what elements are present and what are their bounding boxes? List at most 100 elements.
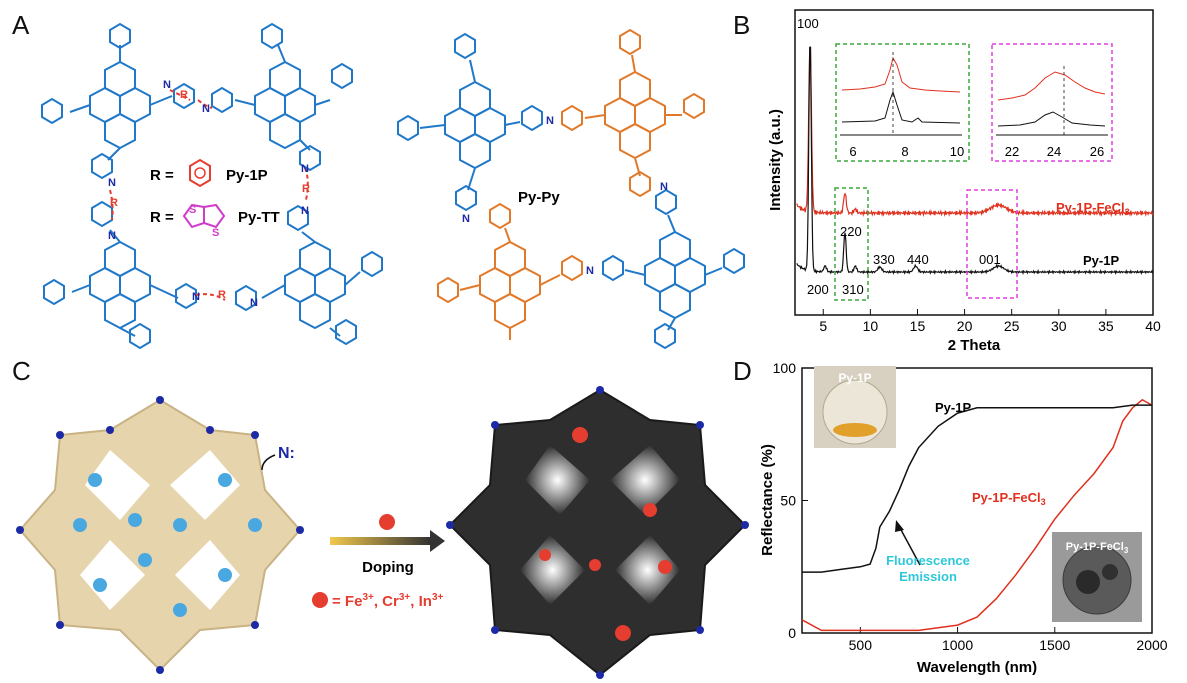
inset-box-magenta xyxy=(991,43,1113,162)
fluorescence-label-line2: Emission xyxy=(899,569,957,584)
y-tick-label: 0 xyxy=(788,625,796,641)
y-tick-label: 50 xyxy=(780,493,796,509)
n-atom: N xyxy=(192,291,200,303)
n-atom: N xyxy=(586,265,594,277)
x-tick-label: 5 xyxy=(819,318,827,334)
peak-label-310: 310 xyxy=(842,282,864,297)
photo-label-py-1p-fecl3: Py-1P-FeCl3 xyxy=(1066,541,1129,555)
pyrene-node-blue-top xyxy=(397,32,543,212)
pyrene-node-bottom-right xyxy=(235,204,383,346)
fluorescence-arrow-head xyxy=(895,520,904,532)
inset-magenta-tick-24: 24 xyxy=(1047,144,1061,159)
panel-label-d: D xyxy=(733,356,752,386)
x-axis-ticks: 5 10 15 20 25 30 35 40 xyxy=(819,309,1161,334)
series-label-py-1p-fecl3: Py-1P-FeCl3 xyxy=(972,490,1046,507)
py-1p-structure xyxy=(41,22,383,350)
py-py-structure xyxy=(397,28,745,350)
peak-label-100: 100 xyxy=(797,16,819,31)
cof-framework-pristine xyxy=(16,396,304,674)
py-py-label: Py-Py xyxy=(518,189,560,206)
cof-framework-doped xyxy=(446,386,749,679)
series-line-py-1p xyxy=(796,46,1154,275)
inset-box-green xyxy=(835,43,970,162)
n-atom: N xyxy=(660,181,668,193)
inset-green-tick-6: 6 xyxy=(849,144,856,159)
series-line-py-1p xyxy=(802,404,1152,573)
pyrene-node-top-right xyxy=(211,22,353,172)
series-label-py-1p-fecl3: Py-1P-FeCl3 xyxy=(1056,200,1130,217)
doping-arrow-head xyxy=(430,530,445,552)
x-tick-label: 35 xyxy=(1098,318,1114,334)
n-site-label: N: xyxy=(278,445,295,462)
fluorescence-label-line1: Fluorescence xyxy=(886,553,970,568)
n-atom: N xyxy=(202,103,210,115)
n-atom: N xyxy=(250,297,258,309)
x-axis-ticks: 500 1000 1500 2000 xyxy=(849,627,1168,653)
x-tick-label: 2000 xyxy=(1136,637,1167,653)
plot-frame xyxy=(794,9,1154,316)
inset-magenta-tick-26: 26 xyxy=(1090,144,1104,159)
pyrene-node-blue-bottom xyxy=(602,188,745,350)
peak-label-200: 200 xyxy=(807,282,829,297)
highlight-box-green xyxy=(834,187,869,301)
r-label: R xyxy=(110,197,118,209)
sulfur-atom: S xyxy=(212,227,219,239)
doping-label: Doping xyxy=(362,559,414,576)
benzene-ring-inner xyxy=(194,167,206,179)
series-label-py-1p: Py-1P xyxy=(1083,253,1119,268)
series-line-py-1p-fecl3 xyxy=(801,398,1153,632)
linker-right xyxy=(304,167,309,201)
highlight-box-magenta xyxy=(966,189,1018,299)
x-axis-label: Wavelength (nm) xyxy=(917,659,1037,676)
n-atom: N xyxy=(546,115,554,127)
metal-ion-legend-sphere xyxy=(312,592,328,608)
panel-label-a: A xyxy=(12,10,30,40)
n-site-pointer-arrow xyxy=(261,454,276,471)
x-tick-label: 500 xyxy=(849,637,873,653)
inset-magenta-tick-22: 22 xyxy=(1005,144,1019,159)
y-axis-ticks: 0 50 100 xyxy=(773,360,808,641)
x-tick-label: 40 xyxy=(1145,318,1161,334)
linker-left xyxy=(109,189,114,221)
n-atom: N xyxy=(163,79,171,91)
r-label: R xyxy=(302,183,310,195)
y-tick-label: 100 xyxy=(773,360,797,376)
panel-a-structures: N N N N N N N N R R R R R = Py-1P R = S … xyxy=(41,22,745,350)
inset-green-black-curve xyxy=(841,90,961,124)
x-tick-label: 20 xyxy=(957,318,973,334)
peak-label-220: 220 xyxy=(840,224,862,239)
panel-c-framework-illustration: N: Doping = Fe3+, Cr3+, In3+ xyxy=(16,386,749,679)
n-atom: N xyxy=(301,163,309,175)
x-axis-label: 2 Theta xyxy=(948,337,1001,354)
series-label-py-1p: Py-1P xyxy=(935,400,971,415)
inset-magenta-red-curve xyxy=(997,71,1106,101)
inset-green-tick-8: 8 xyxy=(901,144,908,159)
py-tt-label: Py-TT xyxy=(238,209,280,226)
linker-top xyxy=(169,89,213,109)
n-atom: N xyxy=(301,205,309,217)
n-atom: N xyxy=(462,213,470,225)
y-axis-label: Reflectance (%) xyxy=(759,444,776,556)
py-1p-label: Py-1P xyxy=(226,167,268,184)
fluorescence-arrow xyxy=(899,527,921,566)
panel-b-xrd-chart: 5 10 15 20 25 30 35 40 2 Theta Intensity (a.u.)… xyxy=(767,9,1161,354)
peak-label-001: 001 xyxy=(979,252,1001,267)
peak-label-330: 330 xyxy=(873,252,895,267)
n-atom: N xyxy=(108,177,116,189)
r-label: R xyxy=(218,289,226,301)
r-equals-label: R = xyxy=(150,167,174,184)
panel-d-reflectance-chart: 500 1000 1500 2000 0 50 100 Wavelength (nm) R… xyxy=(759,360,1168,676)
x-tick-label: 25 xyxy=(1004,318,1020,334)
sulfur-atom: S xyxy=(189,204,196,216)
photo-py-1p: Py-1P xyxy=(814,366,896,448)
x-tick-label: 15 xyxy=(910,318,926,334)
photo-py-1p-fecl3: Py-1P-FeCl3 xyxy=(1052,532,1142,622)
panel-label-b: B xyxy=(733,10,751,40)
peak-label-440: 440 xyxy=(907,252,929,267)
x-tick-label: 30 xyxy=(1051,318,1067,334)
metal-ion-legend: = Fe3+, Cr3+, In3+ xyxy=(332,592,443,610)
photo-label-py-1p: Py-1P xyxy=(838,371,871,385)
r-label: R xyxy=(180,89,188,101)
panel-label-c: C xyxy=(12,356,31,386)
x-tick-label: 1000 xyxy=(942,637,973,653)
